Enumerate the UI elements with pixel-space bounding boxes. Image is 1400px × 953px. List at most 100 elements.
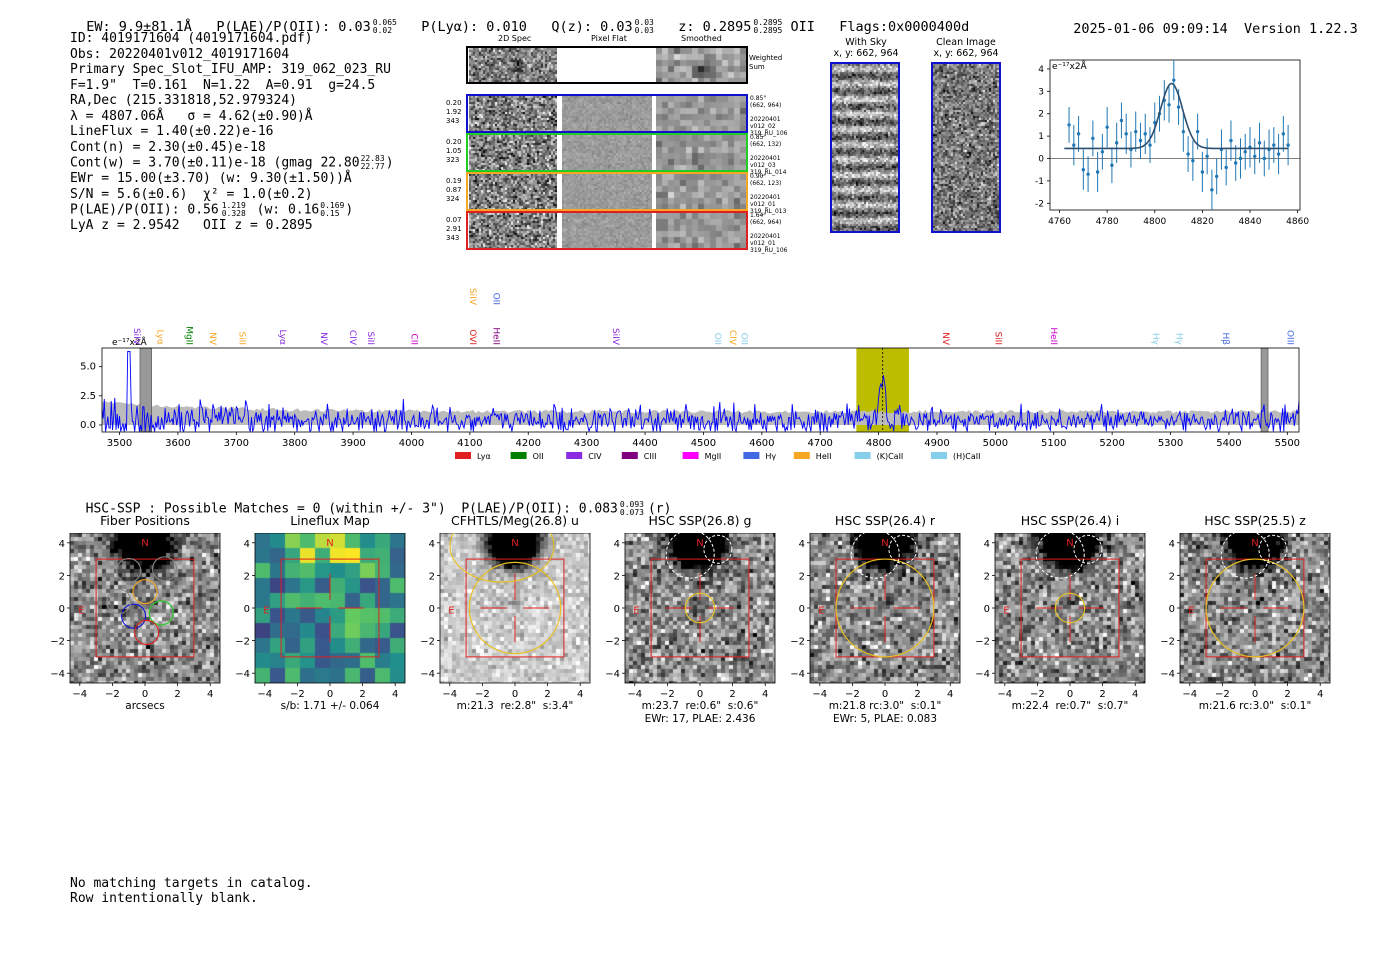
panel-title: HSC SSP(26.4) r (834, 513, 936, 528)
panel-ytick-label: 2 (429, 571, 435, 582)
north-label: N (141, 538, 148, 549)
east-label: E (633, 606, 639, 617)
fiber-2d-image (469, 135, 557, 170)
info-contw-hi: 22.83 (360, 154, 385, 163)
with-sky-coord: x, y: 662, 964 (833, 48, 899, 59)
spectrum-legend-label: MgII (705, 452, 722, 461)
panel-xtick-label: 4 (1317, 689, 1323, 700)
spectrum-legend-label: (H)CaII (953, 452, 980, 461)
search-box (280, 558, 380, 658)
panel-frame (624, 533, 776, 684)
full-spectrum-chart: 3500 3600 3700 3800 3900 4000 4100 4200 4300 4400… (80, 288, 1300, 461)
north-label: N (1066, 538, 1073, 549)
panel-ytick-label: −2 (420, 637, 435, 648)
panel-ytick-label: −2 (790, 637, 805, 648)
fit-xtick-label: 4820 (1191, 217, 1214, 227)
panel-xtick-label: 2 (544, 689, 550, 700)
star-mask (888, 534, 918, 564)
spectrum-xtick-label: 4000 (399, 438, 424, 449)
spectrum-xtick-label: 3700 (224, 438, 249, 449)
spec2d-header-2d: 2D Spec (498, 34, 532, 43)
star-mask (1073, 534, 1103, 564)
panel-overlay: N E −4 −4 −2 −2 0 0 2 2 4 4 m:21.8 rc:3.0" s:0.1"EWr… (790, 533, 961, 725)
spectrum-legend-item: CIV (566, 452, 602, 461)
fit-data-point (1286, 124, 1290, 166)
panel-caption: m:21.3 re:2.8" s:3.4" (457, 700, 574, 712)
east-label: E (818, 606, 824, 617)
panel-overlay: N E −4 −4 −2 −2 0 0 2 2 4 4 m:21.6 rc:3.0" s:0.1" (1160, 533, 1331, 712)
fit-data-point (1272, 127, 1276, 163)
with-sky-panel: With Sky x, y: 662, 964 (828, 37, 904, 233)
info-lyaz: LyA z = 2.9542 OII z = 0.2895 (70, 218, 313, 233)
fit-data-point (1134, 111, 1138, 152)
spec2d-row-left-label: 0.19 0.87 324 (446, 177, 462, 203)
north-label: N (696, 538, 703, 549)
fiber-2d-image (469, 174, 557, 209)
panel-image (995, 533, 1145, 683)
fit-data-point (1167, 86, 1171, 123)
panel-xtick-label: 0 (1067, 689, 1073, 700)
info-plae-w-lo: 0.15 (320, 209, 340, 218)
fiber-flat-image (562, 213, 652, 248)
panel-xtick-label: 0 (882, 689, 888, 700)
panel-ytick-label: 2 (244, 571, 250, 582)
photometry-aperture (1205, 558, 1305, 658)
spectrum-legend-item: Hγ (743, 452, 776, 461)
spectrum-xtick-label: 5200 (1099, 438, 1124, 449)
hsc-summary-lo: 0.073 (619, 508, 644, 517)
fit-ytick-label: -2 (1035, 199, 1044, 209)
spectrum-xtick-label: 4700 (807, 438, 832, 449)
hsc-summary: HSC-SSP : Possible Matches = 0 (within +… (70, 486, 672, 517)
spec2d-row (466, 211, 748, 250)
panel-xtick-label: −2 (475, 689, 490, 700)
panel-image (1180, 533, 1330, 683)
panel-caption-secondary: EWr: 17, PLAE: 2.436 (645, 713, 756, 725)
panel-xtick-label: 2 (359, 689, 365, 700)
spectrum-flux-line (101, 351, 1300, 433)
fit-ytick-label: 4 (1038, 65, 1044, 75)
panel-ytick-label: −4 (790, 669, 805, 680)
footer-line-2: Row intentionally blank. (70, 891, 258, 906)
info-sn: S/N = 5.6(±0.6) χ² = 1.0(±0.2) (70, 186, 313, 202)
panel-frame (1179, 533, 1331, 684)
panel-ytick-label: 0 (429, 604, 435, 615)
info-slot: Primary Spec_Slot_IFU_AMP: 319_062_023_R… (70, 62, 391, 77)
panel-ytick-label: −4 (235, 669, 250, 680)
panel-ytick-label: 2 (614, 571, 620, 582)
panel-xtick-label: 0 (697, 689, 703, 700)
panel-xtick-label: −4 (442, 689, 457, 700)
panel-ytick-label: −4 (50, 669, 65, 680)
panel-xtick-label: 4 (947, 689, 953, 700)
fit-data-point (1072, 124, 1076, 166)
spec2d-row-left-label: 0.07 2.91 343 (446, 216, 462, 242)
panel-xtick-label: −4 (997, 689, 1012, 700)
panel-image (70, 533, 220, 683)
fit-data-point (1262, 140, 1266, 177)
fit-data-point (1267, 129, 1271, 170)
emission-line-label: SiII (236, 331, 246, 345)
spec2d-row-left-label: 0.20 1.92 343 (446, 99, 462, 125)
panel-ytick-label: 0 (59, 604, 65, 615)
panel-frame (994, 533, 1146, 684)
fit-data-point (1191, 140, 1195, 181)
emission-line-label: NV (940, 332, 950, 346)
photometry-aperture (468, 561, 562, 655)
spectrum-xtick-label: 4600 (749, 438, 774, 449)
panel-xtick-label: −2 (1030, 689, 1045, 700)
panel-title: Fiber Positions (100, 513, 190, 528)
fit-xtick-label: 4800 (1143, 217, 1166, 227)
fit-data-point (1253, 138, 1257, 175)
emission-line-label: Lyα (155, 330, 165, 346)
fit-data-point (1219, 129, 1224, 170)
panel-ytick-label: −4 (975, 669, 990, 680)
panel-frame (439, 533, 591, 684)
fit-data-point (1205, 138, 1209, 175)
spectrum-xtick-label: 4800 (866, 438, 891, 449)
panel-xtick-label: 4 (1132, 689, 1138, 700)
spectrum-xtick-label: 4900 (924, 438, 949, 449)
search-box (465, 558, 565, 658)
panel-frame (809, 533, 961, 684)
panel-title: HSC SSP(26.4) i (1020, 513, 1120, 528)
photometry-aperture (835, 558, 935, 658)
fiber-flat-image (562, 174, 652, 209)
